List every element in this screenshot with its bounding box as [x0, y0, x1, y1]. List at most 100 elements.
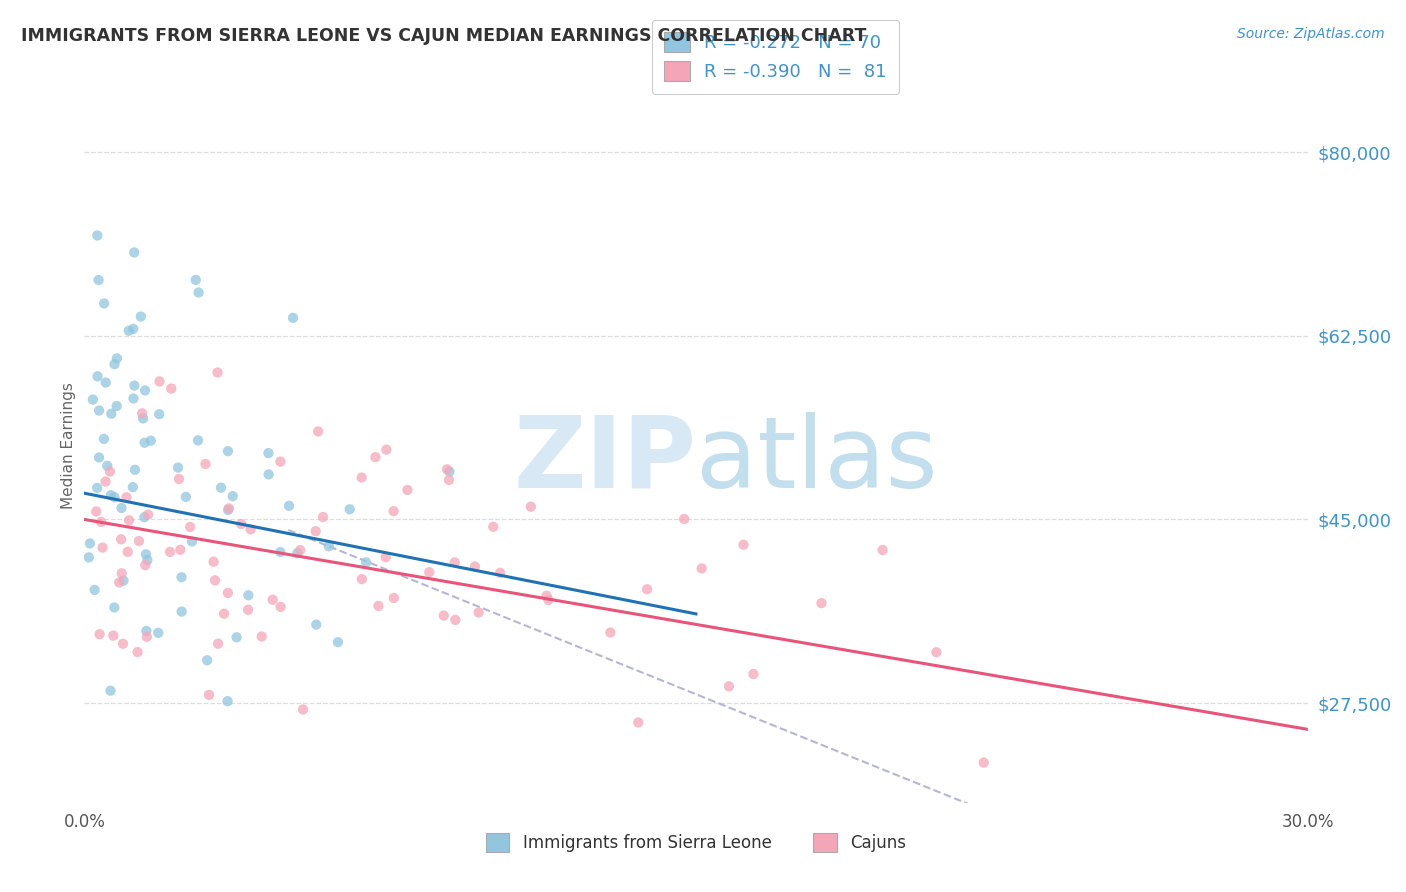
Point: [148, 626, 170, 640]
Point: [132, 411, 155, 425]
Point: [117, 545, 139, 559]
Point: [134, 435, 156, 450]
Point: [135, 624, 157, 638]
Point: [396, 483, 419, 497]
Point: [103, 629, 125, 643]
Point: [262, 592, 284, 607]
Point: [364, 450, 387, 464]
Point: [238, 588, 260, 602]
Point: [121, 480, 143, 494]
Point: [108, 575, 131, 590]
Point: [195, 653, 218, 667]
Point: [489, 566, 512, 580]
Point: [187, 285, 209, 300]
Y-axis label: Median Earnings: Median Earnings: [60, 383, 76, 509]
Point: [134, 558, 156, 573]
Point: [187, 434, 209, 448]
Point: [79, 536, 101, 550]
Point: [269, 455, 291, 469]
Text: IMMIGRANTS FROM SIERRA LEONE VS CAJUN MEDIAN EARNINGS CORRELATION CHART: IMMIGRANTS FROM SIERRA LEONE VS CAJUN ME…: [21, 27, 866, 45]
Point: [202, 555, 225, 569]
Point: [973, 756, 995, 770]
Point: [136, 508, 159, 522]
Point: [110, 501, 132, 516]
Point: [160, 382, 183, 396]
Point: [733, 538, 755, 552]
Point: [239, 522, 262, 536]
Point: [184, 273, 207, 287]
Point: [418, 565, 440, 579]
Point: [136, 553, 159, 567]
Point: [86, 228, 108, 243]
Point: [217, 503, 239, 517]
Point: [367, 599, 389, 613]
Point: [217, 694, 239, 708]
Point: [810, 596, 832, 610]
Point: [278, 499, 301, 513]
Point: [350, 470, 373, 484]
Point: [118, 324, 141, 338]
Point: [112, 574, 135, 588]
Point: [110, 533, 132, 547]
Point: [93, 296, 115, 310]
Point: [135, 547, 157, 561]
Point: [231, 517, 253, 532]
Point: [218, 501, 240, 516]
Point: [326, 635, 349, 649]
Point: [717, 679, 740, 693]
Point: [103, 600, 125, 615]
Point: [257, 446, 280, 460]
Point: [742, 667, 765, 681]
Point: [105, 399, 128, 413]
Point: [129, 310, 152, 324]
Point: [100, 488, 122, 502]
Point: [100, 683, 122, 698]
Point: [257, 467, 280, 482]
Point: [90, 515, 112, 529]
Point: [207, 637, 229, 651]
Point: [269, 545, 291, 559]
Point: [236, 603, 259, 617]
Point: [115, 491, 138, 505]
Point: [84, 504, 107, 518]
Point: [482, 520, 505, 534]
Point: [148, 407, 170, 421]
Point: [103, 490, 125, 504]
Point: [339, 502, 361, 516]
Point: [82, 392, 104, 407]
Point: [194, 457, 217, 471]
Point: [290, 543, 312, 558]
Point: [872, 543, 894, 558]
Point: [433, 608, 456, 623]
Point: [170, 605, 193, 619]
Point: [444, 613, 467, 627]
Point: [124, 378, 146, 392]
Point: [134, 510, 156, 524]
Point: [98, 465, 121, 479]
Point: [690, 561, 713, 575]
Point: [181, 534, 204, 549]
Point: [250, 630, 273, 644]
Point: [167, 460, 190, 475]
Point: [382, 504, 405, 518]
Point: [627, 715, 650, 730]
Point: [148, 375, 170, 389]
Point: [94, 475, 117, 489]
Point: [111, 637, 134, 651]
Point: [222, 489, 245, 503]
Point: [77, 550, 100, 565]
Point: [436, 462, 458, 476]
Point: [83, 582, 105, 597]
Point: [467, 606, 489, 620]
Text: ZIP: ZIP: [513, 412, 696, 508]
Point: [204, 574, 226, 588]
Point: [281, 310, 304, 325]
Point: [437, 473, 460, 487]
Legend: Immigrants from Sierra Leone, Cajuns: Immigrants from Sierra Leone, Cajuns: [479, 827, 912, 859]
Point: [312, 510, 335, 524]
Point: [87, 403, 110, 417]
Point: [134, 384, 156, 398]
Point: [207, 366, 229, 380]
Point: [87, 273, 110, 287]
Point: [139, 434, 162, 448]
